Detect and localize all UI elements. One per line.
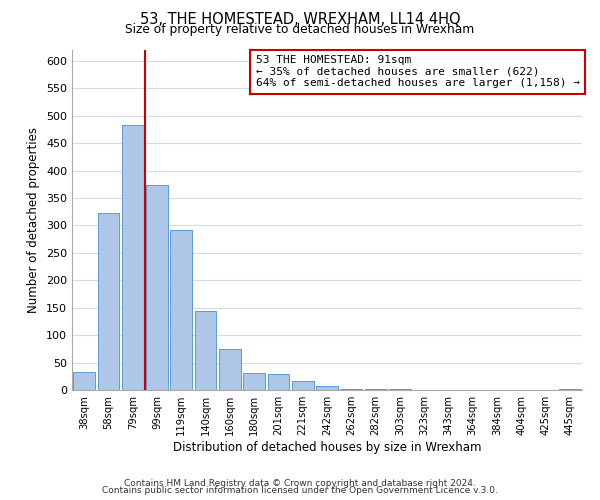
Text: 53, THE HOMESTEAD, WREXHAM, LL14 4HQ: 53, THE HOMESTEAD, WREXHAM, LL14 4HQ (140, 12, 460, 28)
Bar (340, 389, 362, 390)
Bar (97, 213, 119, 390)
Bar (559, 389, 581, 390)
Text: Contains public sector information licensed under the Open Government Licence v.: Contains public sector information licen… (102, 486, 498, 495)
Bar (268, 374, 289, 390)
Bar (316, 386, 338, 390)
Bar (243, 373, 265, 390)
Bar (170, 230, 192, 390)
Text: Contains HM Land Registry data © Crown copyright and database right 2024.: Contains HM Land Registry data © Crown c… (124, 478, 476, 488)
Bar (194, 311, 217, 390)
Text: 53 THE HOMESTEAD: 91sqm
← 35% of detached houses are smaller (622)
64% of semi-d: 53 THE HOMESTEAD: 91sqm ← 35% of detache… (256, 55, 580, 88)
Bar (292, 380, 314, 390)
Bar (219, 349, 241, 390)
Y-axis label: Number of detached properties: Number of detached properties (28, 127, 40, 313)
Bar (122, 125, 143, 390)
Text: Size of property relative to detached houses in Wrexham: Size of property relative to detached ho… (125, 22, 475, 36)
Bar (146, 185, 168, 390)
X-axis label: Distribution of detached houses by size in Wrexham: Distribution of detached houses by size … (173, 441, 481, 454)
Bar (73, 372, 95, 390)
